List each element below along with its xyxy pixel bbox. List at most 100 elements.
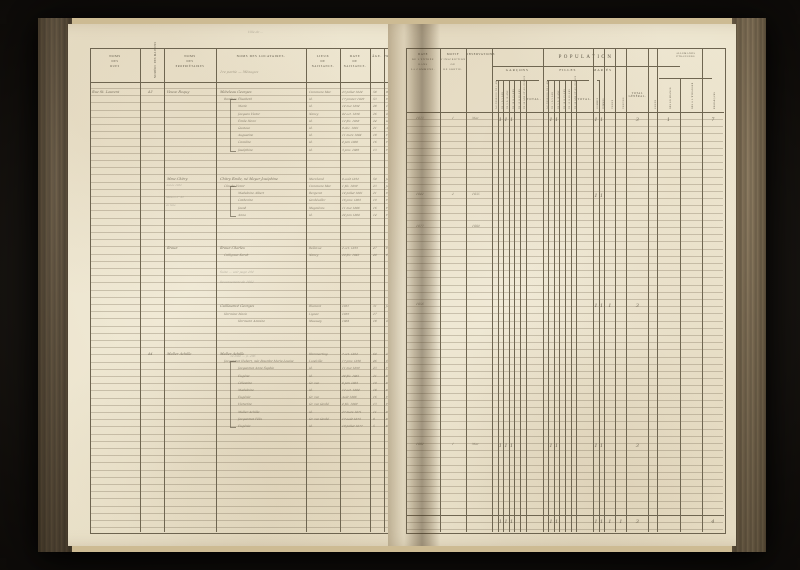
ruled-line: [407, 486, 723, 487]
bracket-rule-maries-0: [593, 80, 595, 532]
ruled-line: [407, 465, 723, 466]
ruled-line: [91, 138, 397, 139]
entry-birthdate: 14 juillet 1861: [341, 191, 364, 196]
tally-maries-0: 1: [594, 193, 598, 199]
family-brace: [230, 361, 236, 429]
tally-garcons-3: 1: [510, 443, 514, 449]
right-col-header-line: de sortie.: [443, 67, 463, 71]
totals-veuves: 1: [619, 519, 623, 525]
left-col-rule-4: [340, 48, 341, 532]
entry-birthdate: 2 oct. 1835: [341, 246, 359, 250]
entry-birthdate: 17 janvier 1829: [341, 97, 365, 102]
entry-age: 47: [372, 246, 378, 250]
ruled-line: [407, 407, 723, 408]
ruled-line: [407, 364, 723, 365]
entry-birthdate: 17 août 1873: [341, 416, 362, 421]
ruled-line: [91, 362, 397, 363]
entry-birthplace: Nancy: [308, 111, 319, 116]
entry-birthplace: Lignac: [308, 311, 320, 316]
right-col-header-observations: Observations: [466, 52, 494, 57]
entry-member-name: Mételeau Georges: [219, 90, 252, 94]
ruled-line: [91, 304, 397, 305]
tail-label-veuves: Veuves: [622, 97, 626, 109]
entry-age: 24: [372, 118, 378, 123]
open-ledger-book: Noms des Rues Numéro des maisons Noms des Prop…: [38, 18, 766, 552]
ruled-line: [91, 153, 397, 154]
entry-age: 58: [372, 90, 378, 94]
entry-birthdate: 17 janv. 1836: [341, 359, 362, 364]
tally-maries-1: 1: [600, 117, 604, 123]
book-edge-left: [38, 18, 72, 552]
tail-label-total: Total général.: [628, 92, 647, 99]
entry-birthdate: 4 fév. 1869: [341, 402, 358, 407]
tally-total-general: 3: [635, 303, 639, 309]
left-col-header-line: Naissance.: [343, 65, 367, 69]
ruled-line: [91, 462, 397, 463]
tally-filles-2: 1: [555, 443, 559, 449]
population-group-title: Population: [558, 55, 614, 60]
entry-birthdate: 6 juin 1863: [341, 380, 359, 385]
entry-birthplace: id.: [308, 212, 314, 217]
tally-filles-1: 1: [549, 117, 553, 123]
ruled-line: [407, 119, 723, 120]
entry-birthdate: 20 fév. 1842: [341, 253, 360, 258]
ruled-line: [91, 527, 397, 528]
bracket-rule-filles-1: [548, 80, 550, 532]
ruled-line: [407, 414, 723, 415]
ruled-line: [407, 436, 723, 437]
tally-remarques: 7: [711, 117, 715, 123]
tail-rule-end: [657, 48, 659, 532]
right-col-header-line: d'inscription: [440, 58, 466, 62]
ruled-line: [407, 191, 723, 192]
tally-garcons-3: 1: [510, 117, 514, 123]
entry-house-number: 43: [147, 90, 153, 94]
entry-age: 23: [372, 184, 378, 188]
entry-member-name: Eugénie: [237, 395, 251, 400]
left-col-rule-5: [370, 48, 371, 532]
entry-birthplace: id.: [308, 366, 314, 371]
entry-age: 53: [372, 97, 378, 102]
right-lead-rule-2: [466, 48, 467, 532]
right-lead-rule-1: [440, 48, 441, 532]
entry-birthplace: id.: [308, 140, 314, 145]
left-col-header-line: des: [186, 60, 194, 63]
ruled-line: [91, 520, 397, 521]
left-col-rule-0: [140, 48, 141, 532]
ruled-line: [407, 321, 723, 322]
entry-member-name: Eugène: [237, 373, 250, 378]
ruled-line: [91, 333, 397, 334]
entry-birthplace: id.: [308, 97, 314, 102]
ruled-line: [91, 275, 397, 276]
entry-birthplace: Bellevue: [308, 246, 323, 250]
bracket-rule-filles-4: [565, 80, 566, 532]
right-col-header-motif: Motif d'inscription ou de sortie.: [440, 52, 466, 71]
ruled-line: [407, 162, 723, 163]
ruled-line: [407, 285, 723, 286]
left-col-header-rues: Noms des Rues: [90, 54, 140, 69]
entry-birthdate: 1851: [341, 304, 350, 309]
ruled-line: [91, 311, 397, 312]
entry-birthdate: 02 oct. 1856: [341, 111, 361, 116]
ruled-line: [91, 376, 397, 377]
ruled-line: [407, 342, 723, 343]
entry-birthplace: id.: [308, 409, 314, 414]
entry-age: 18: [372, 318, 378, 323]
group-title-maries: Mariés: [593, 68, 612, 72]
totals-row-rule: [406, 515, 724, 516]
left-col-header-line: Rues: [110, 65, 120, 69]
group-underline-maries: [597, 80, 601, 81]
entry-member-name: Jacquemot Félix: [237, 416, 263, 421]
totals-veufs: 1: [608, 519, 612, 525]
row-observations: Mac: [471, 116, 479, 120]
ruled-line: [407, 479, 723, 480]
right-col-header-date_admission: Datede l'entrée dans la commune.: [406, 52, 440, 71]
entry-member-name: Victorine: [237, 402, 253, 407]
entry-birthplace: Commune Mac: [308, 90, 332, 94]
left-marginalia-0: Année 1882: [165, 184, 183, 187]
tally-filles-2: 1: [555, 117, 559, 123]
entry-age: 18: [372, 388, 378, 392]
book-edge-right: [732, 18, 766, 552]
right-col-header-line: Motif: [446, 52, 460, 56]
left-col-rule-6: [384, 48, 385, 532]
entry-member-name: Émile Henri: [237, 118, 257, 123]
